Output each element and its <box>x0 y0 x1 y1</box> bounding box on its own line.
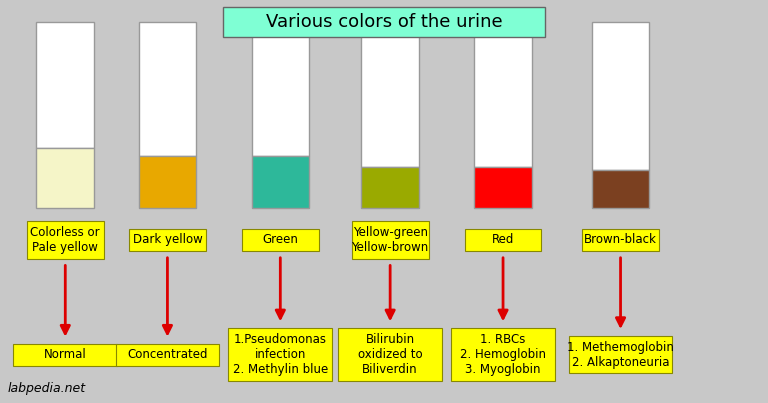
Bar <box>362 22 419 167</box>
Bar <box>568 336 673 373</box>
Bar <box>229 328 332 381</box>
Text: labpedia.net: labpedia.net <box>8 382 86 395</box>
Bar <box>352 221 429 259</box>
Text: Red: Red <box>492 233 515 246</box>
Text: Bilirubin
oxidized to
Biliverdin: Bilirubin oxidized to Biliverdin <box>358 333 422 376</box>
Bar <box>591 22 650 170</box>
Bar <box>465 229 541 251</box>
Bar <box>362 167 419 208</box>
Bar <box>582 229 659 251</box>
Bar <box>252 22 309 156</box>
Text: Colorless or
Pale yellow: Colorless or Pale yellow <box>31 226 100 254</box>
Text: 1. RBCs
2. Hemoglobin
3. Myoglobin: 1. RBCs 2. Hemoglobin 3. Myoglobin <box>460 333 546 376</box>
Bar <box>37 148 94 208</box>
Bar <box>115 343 220 366</box>
Text: Brown-black: Brown-black <box>584 233 657 246</box>
Bar <box>474 167 531 208</box>
Bar <box>252 156 309 208</box>
Text: Various colors of the urine: Various colors of the urine <box>266 13 502 31</box>
Bar <box>474 22 531 167</box>
Bar <box>138 156 196 208</box>
Bar <box>338 328 442 381</box>
Text: 1.Pseudomonas
infection
2. Methylin blue: 1.Pseudomonas infection 2. Methylin blue <box>233 333 328 376</box>
Text: Normal: Normal <box>44 348 87 361</box>
Bar <box>452 328 555 381</box>
Bar <box>37 22 94 148</box>
Bar <box>129 229 206 251</box>
Text: Concentrated: Concentrated <box>127 348 207 361</box>
Bar <box>14 343 117 366</box>
FancyBboxPatch shape <box>223 7 545 37</box>
Bar <box>242 229 319 251</box>
Bar <box>138 22 196 156</box>
Bar <box>27 221 104 259</box>
Bar <box>591 170 650 208</box>
Text: 1. Methemoglobin
2. Alkaptoneuria: 1. Methemoglobin 2. Alkaptoneuria <box>567 341 674 369</box>
Text: Dark yellow: Dark yellow <box>133 233 202 246</box>
Text: Yellow-green
Yellow-brown: Yellow-green Yellow-brown <box>352 226 429 254</box>
Text: Green: Green <box>263 233 298 246</box>
